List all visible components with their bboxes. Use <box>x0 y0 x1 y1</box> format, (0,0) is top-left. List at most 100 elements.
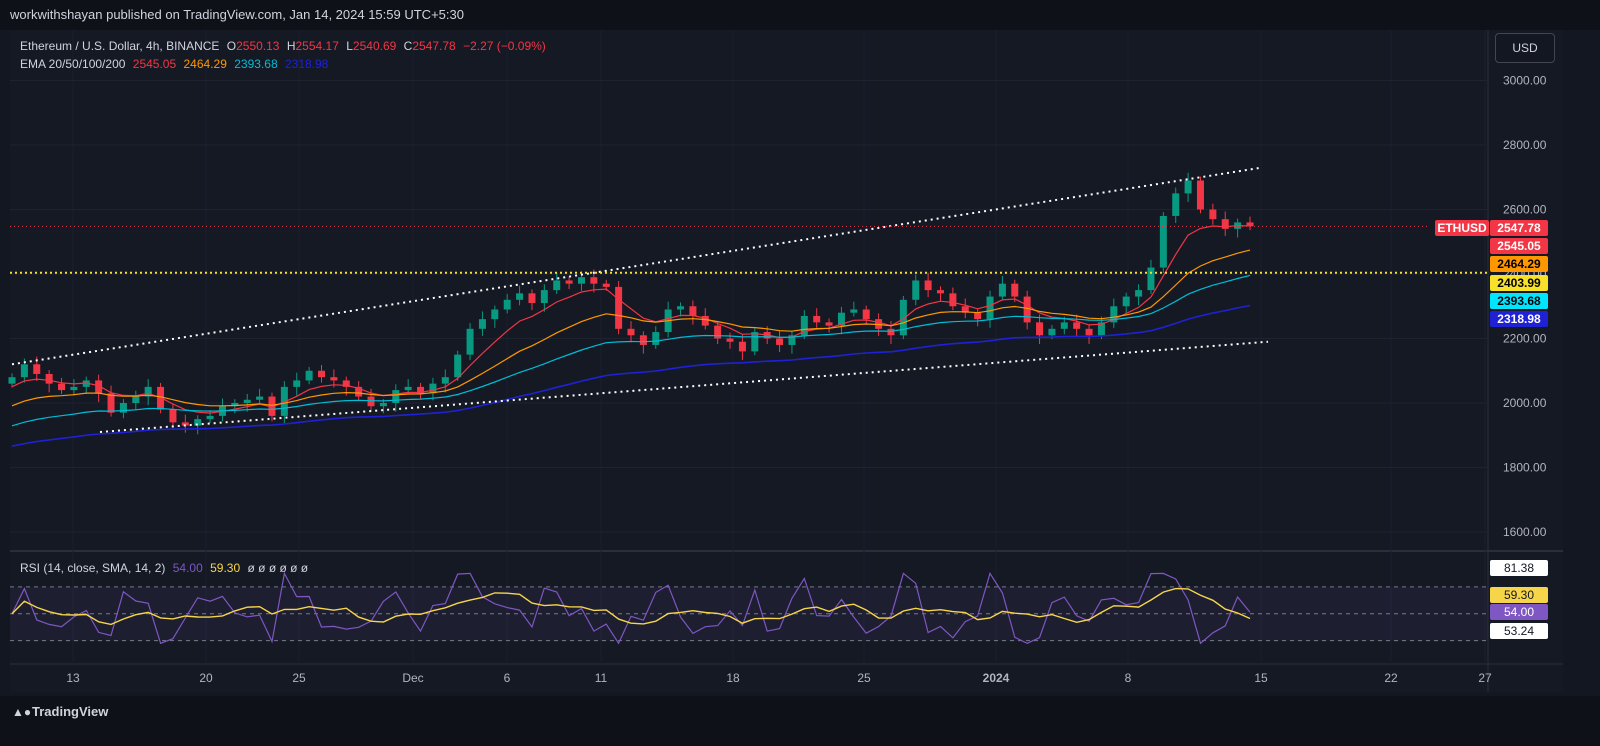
candle-body <box>800 315 808 336</box>
candle-body <box>355 386 363 397</box>
ema-line-20 <box>11 224 1251 414</box>
tradingview-brand: TradingView <box>32 704 109 719</box>
candle-body <box>417 386 425 394</box>
time-axis-tick: 25 <box>292 671 306 685</box>
candle-body <box>379 403 387 407</box>
candle-body <box>429 383 437 394</box>
candle-body <box>119 403 127 413</box>
tradingview-logo[interactable]: ▲●TradingView <box>12 704 108 719</box>
candle-body <box>961 306 969 313</box>
open-label: O <box>226 39 237 53</box>
candle-body <box>454 354 462 378</box>
low-value: 2540.69 <box>352 39 397 53</box>
open-value: 2550.13 <box>236 39 280 53</box>
time-axis-tick: 22 <box>1384 671 1398 685</box>
candle-body <box>342 380 350 387</box>
candle-body <box>1048 328 1056 336</box>
ema50-price-label: 2464.29 <box>1490 256 1548 272</box>
ema200-value: 2318.98 <box>284 57 329 71</box>
candle-body <box>70 386 78 391</box>
rsi-high-label: 81.38 <box>1490 560 1548 576</box>
ema-line-100 <box>11 274 1251 427</box>
high-label: H <box>286 39 296 53</box>
candle-body <box>305 370 313 381</box>
rsi-legend: RSI (14, close, SMA, 14, 2) 54.00 59.30 … <box>20 561 312 575</box>
candle-body <box>1221 219 1229 229</box>
candle-body <box>850 309 858 313</box>
candle-body <box>615 286 623 329</box>
candle-body <box>937 290 944 294</box>
candle-body <box>652 332 660 345</box>
candle-body <box>788 335 796 345</box>
candle-body <box>590 277 598 284</box>
candle-body <box>45 373 53 384</box>
close-value: 2547.78 <box>412 39 456 53</box>
candle-body <box>82 380 90 387</box>
resistance-trendline <box>11 166 1263 366</box>
rsi-line <box>11 571 1251 645</box>
currency-button[interactable]: USD <box>1495 33 1555 63</box>
rsi-value-label: 54.00 <box>1490 604 1548 620</box>
candle-body <box>194 419 202 426</box>
horizontal-line-price-label: 2403.99 <box>1490 275 1548 291</box>
candle-body <box>293 380 301 387</box>
time-axis-tick: Dec <box>402 671 423 685</box>
candle-body <box>577 277 585 284</box>
candle-body <box>144 386 152 397</box>
candle-body <box>367 396 375 407</box>
publisher-text: workwithshayan published on TradingView.… <box>10 7 464 22</box>
ema-label: EMA 20/50/100/200 <box>20 57 126 71</box>
candle-body <box>1122 296 1130 307</box>
rsi-placeholders: ø ø ø ø ø ø <box>247 561 309 575</box>
candle-body <box>899 299 907 336</box>
candle-body <box>491 309 499 320</box>
low-label: L <box>346 39 353 53</box>
price-axis-tick: 2000.00 <box>1503 396 1547 410</box>
time-axis-tick: 6 <box>504 671 511 685</box>
candle-body <box>924 280 932 291</box>
ema20-value: 2545.05 <box>132 57 177 71</box>
candle-body <box>95 380 103 394</box>
symbol-legend: Ethereum / U.S. Dollar, 4h, BINANCE O255… <box>20 39 550 53</box>
candle-body <box>503 299 511 310</box>
candle-body <box>58 383 66 391</box>
candle-body <box>1085 328 1093 336</box>
time-axis-tick: 2024 <box>983 671 1010 685</box>
candle-body <box>1110 306 1118 323</box>
candle-body <box>1184 180 1192 194</box>
candle-body <box>1073 322 1081 329</box>
price-axis-tick: 3000.00 <box>1503 74 1547 88</box>
rsi-sma-label: 59.30 <box>1490 587 1548 603</box>
candle-body <box>813 315 821 323</box>
candle-body <box>478 319 486 329</box>
price-axis-tick: 1800.00 <box>1503 461 1547 475</box>
candle-body <box>466 328 474 355</box>
candle-body <box>181 422 189 426</box>
candle-body <box>1196 180 1204 210</box>
candle-body <box>974 312 982 320</box>
candle-body <box>677 306 685 310</box>
candle-body <box>268 396 276 416</box>
rsi-low-label: 53.24 <box>1490 623 1548 639</box>
candle-body <box>627 328 635 336</box>
candle-body <box>553 280 561 291</box>
candle-body <box>231 403 239 407</box>
candle-body <box>998 283 1006 297</box>
candle-body <box>540 290 548 304</box>
ema20-price-label: 2545.05 <box>1490 238 1548 254</box>
candle-body <box>701 315 709 326</box>
ema-line-50 <box>11 249 1251 407</box>
last-price-label: 2547.78 <box>1490 220 1548 236</box>
publisher-bar: workwithshayan published on TradingView.… <box>0 0 1600 30</box>
candle-body <box>8 377 16 384</box>
candle-body <box>1147 267 1155 291</box>
footer-bar <box>0 696 1600 746</box>
candle-body <box>33 364 41 374</box>
candle-body <box>825 322 833 326</box>
candle-body <box>1135 290 1143 297</box>
candle-body <box>837 312 845 326</box>
candle-body <box>1172 193 1180 216</box>
candle-body <box>1036 322 1044 336</box>
candle-body <box>169 409 177 423</box>
